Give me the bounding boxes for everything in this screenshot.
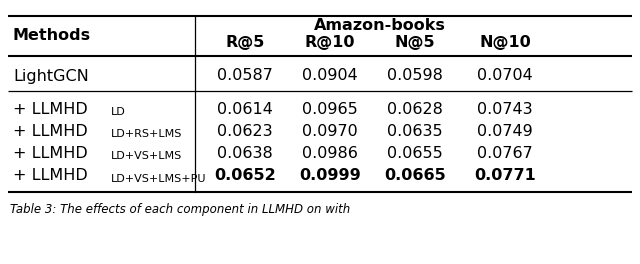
Text: 0.0665: 0.0665	[384, 168, 446, 183]
Text: + LLMHD: + LLMHD	[13, 124, 88, 139]
Text: 0.0635: 0.0635	[387, 124, 443, 139]
Text: + LLMHD: + LLMHD	[13, 101, 88, 116]
Text: 0.0587: 0.0587	[217, 68, 273, 83]
Text: Methods: Methods	[13, 29, 91, 44]
Text: LD+RS+LMS: LD+RS+LMS	[111, 129, 182, 139]
Text: + LLMHD: + LLMHD	[13, 168, 88, 183]
Text: LD: LD	[111, 107, 125, 117]
Text: 0.0704: 0.0704	[477, 68, 533, 83]
Text: Table 3: The effects of each component in LLMHD on with: Table 3: The effects of each component i…	[10, 202, 350, 215]
Text: 0.0970: 0.0970	[302, 124, 358, 139]
Text: N@5: N@5	[395, 35, 435, 50]
Text: 0.0598: 0.0598	[387, 68, 443, 83]
Text: 0.0771: 0.0771	[474, 168, 536, 183]
Text: LightGCN: LightGCN	[13, 68, 89, 83]
Text: LD+VS+LMS: LD+VS+LMS	[111, 151, 182, 161]
Text: Amazon-books: Amazon-books	[314, 18, 446, 34]
Text: R@5: R@5	[225, 35, 265, 50]
Text: 0.0743: 0.0743	[477, 101, 533, 116]
Text: + LLMHD: + LLMHD	[13, 145, 88, 161]
Text: 0.0986: 0.0986	[302, 145, 358, 161]
Text: 0.0638: 0.0638	[217, 145, 273, 161]
Text: 0.0655: 0.0655	[387, 145, 443, 161]
Text: 0.0652: 0.0652	[214, 168, 276, 183]
Text: 0.0623: 0.0623	[217, 124, 273, 139]
Text: 0.0965: 0.0965	[302, 101, 358, 116]
Text: 0.0999: 0.0999	[299, 168, 361, 183]
Text: 0.0614: 0.0614	[217, 101, 273, 116]
Text: N@10: N@10	[479, 35, 531, 50]
Text: LD+VS+LMS+PU: LD+VS+LMS+PU	[111, 174, 206, 184]
Text: 0.0749: 0.0749	[477, 124, 533, 139]
Text: R@10: R@10	[305, 35, 355, 50]
Text: 0.0628: 0.0628	[387, 101, 443, 116]
Text: 0.0767: 0.0767	[477, 145, 533, 161]
Text: 0.0904: 0.0904	[302, 68, 358, 83]
